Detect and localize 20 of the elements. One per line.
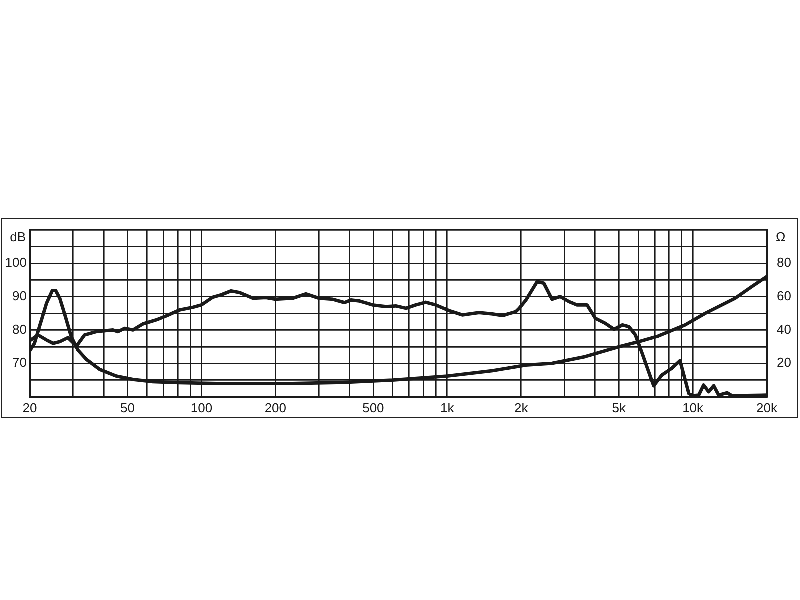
y2-tick-label: 20 xyxy=(777,355,792,370)
x-tick-label: 500 xyxy=(362,400,384,416)
y-tick-label: 70 xyxy=(12,355,27,370)
y2-tick-label: 80 xyxy=(777,254,792,270)
x-tick-label: 5k xyxy=(612,400,626,416)
y-axis-title: dB xyxy=(10,230,26,245)
x-tick-label: 10k xyxy=(682,400,704,416)
x-tick-label: 200 xyxy=(264,400,287,416)
y-tick-label: 80 xyxy=(12,322,27,337)
y-tick-label: 90 xyxy=(12,288,27,304)
x-tick-label: 20k xyxy=(756,400,778,416)
y2-axis-title: Ω xyxy=(776,230,786,245)
x-tick-label: 1k xyxy=(440,400,455,416)
y-tick-label: 100 xyxy=(5,254,27,270)
x-tick-label: 2k xyxy=(514,400,529,416)
x-tick-label: 20 xyxy=(22,400,38,416)
y2-tick-label: 60 xyxy=(777,288,792,304)
y2-tick-label: 40 xyxy=(777,322,792,337)
x-tick-label: 50 xyxy=(120,400,135,416)
x-tick-label: 100 xyxy=(190,400,213,416)
